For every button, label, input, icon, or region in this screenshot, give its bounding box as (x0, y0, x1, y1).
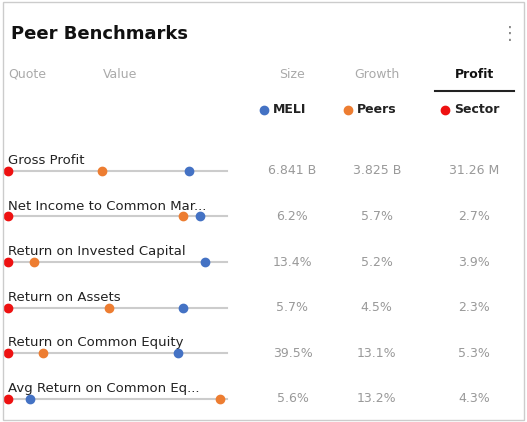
Text: 2.7%: 2.7% (458, 210, 490, 223)
Text: Quote: Quote (8, 68, 46, 81)
Text: Sector: Sector (454, 103, 500, 116)
Text: 5.2%: 5.2% (361, 256, 393, 268)
Text: 31.26 M: 31.26 M (449, 165, 500, 177)
Text: 6.841 B: 6.841 B (268, 165, 317, 177)
Text: 13.4%: 13.4% (272, 256, 313, 268)
Text: 4.5%: 4.5% (361, 301, 393, 314)
Text: 2.3%: 2.3% (458, 301, 490, 314)
Text: Return on Invested Capital: Return on Invested Capital (8, 245, 186, 258)
Text: 5.6%: 5.6% (277, 392, 308, 405)
Text: 13.1%: 13.1% (357, 347, 397, 360)
Text: Gross Profit: Gross Profit (8, 154, 84, 167)
Text: 13.2%: 13.2% (357, 392, 397, 405)
Text: Peer Benchmarks: Peer Benchmarks (11, 25, 188, 43)
Text: Growth: Growth (354, 68, 399, 81)
Text: Avg Return on Common Eq...: Avg Return on Common Eq... (8, 382, 199, 395)
Text: MELI: MELI (272, 103, 306, 116)
Text: Value: Value (103, 68, 137, 81)
Text: 5.3%: 5.3% (458, 347, 490, 360)
Text: 5.7%: 5.7% (361, 210, 393, 223)
Text: Return on Common Equity: Return on Common Equity (8, 336, 183, 349)
Text: 3.825 B: 3.825 B (353, 165, 401, 177)
Text: Size: Size (280, 68, 305, 81)
Text: 3.9%: 3.9% (458, 256, 490, 268)
Text: 6.2%: 6.2% (277, 210, 308, 223)
Text: 39.5%: 39.5% (272, 347, 313, 360)
Text: Profit: Profit (455, 68, 494, 81)
Text: ⋮: ⋮ (501, 25, 519, 43)
Text: 5.7%: 5.7% (277, 301, 308, 314)
Text: 4.3%: 4.3% (458, 392, 490, 405)
Text: Peers: Peers (357, 103, 396, 116)
Text: Return on Assets: Return on Assets (8, 291, 121, 304)
Text: Net Income to Common Mar...: Net Income to Common Mar... (8, 200, 206, 213)
